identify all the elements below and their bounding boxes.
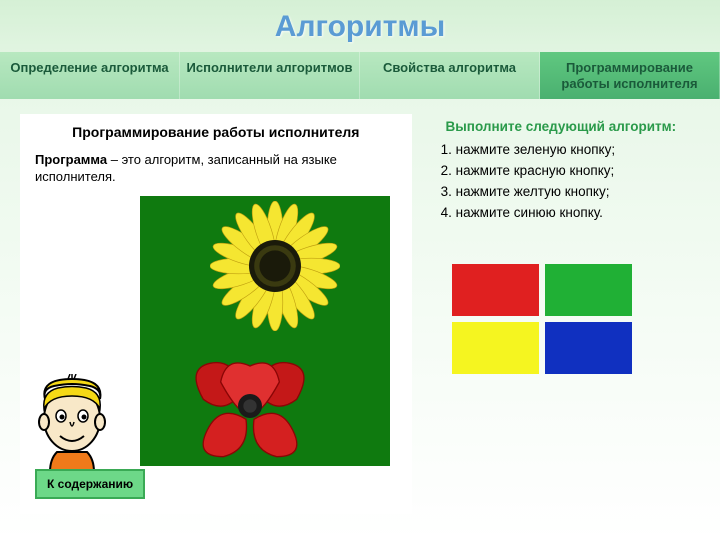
nav-item-programming[interactable]: Программирование работы исполнителя: [540, 52, 720, 99]
poppy-icon: [180, 346, 320, 466]
step-3: нажмите желтую кнопку;: [456, 182, 690, 203]
yellow-button[interactable]: [452, 322, 539, 374]
color-button-grid: [452, 264, 632, 374]
step-1: нажмите зеленую кнопку;: [456, 140, 690, 161]
blue-button[interactable]: [545, 322, 632, 374]
term-bold: Программа: [35, 152, 107, 167]
right-column: Выполните следующий алгоритм: нажмите зе…: [432, 114, 700, 514]
nav-item-definition[interactable]: Определение алгоритма: [0, 52, 180, 99]
back-to-contents-button[interactable]: К содержанию: [35, 469, 145, 499]
page-title: Алгоритмы: [0, 0, 720, 44]
algorithm-steps: нажмите зеленую кнопку; нажмите красную …: [432, 140, 690, 224]
nav-bar: Определение алгоритма Исполнители алгори…: [0, 52, 720, 99]
definition-paragraph: Программа – это алгоритм, записанный на …: [35, 152, 397, 186]
instruction-title: Выполните следующий алгоритм:: [432, 119, 690, 134]
green-button[interactable]: [545, 264, 632, 316]
left-column: Программирование работы исполнителя Прог…: [20, 114, 412, 514]
nav-item-performers[interactable]: Исполнители алгоритмов: [180, 52, 360, 99]
section-heading: Программирование работы исполнителя: [35, 124, 397, 140]
step-2: нажмите красную кнопку;: [456, 161, 690, 182]
flower-panel: [140, 196, 390, 466]
boy-face-icon: [30, 374, 115, 479]
step-4: нажмите синюю кнопку.: [456, 203, 690, 224]
content-area: Программирование работы исполнителя Прог…: [0, 99, 720, 529]
sunflower-icon: [210, 201, 340, 331]
nav-item-properties[interactable]: Свойства алгоритма: [360, 52, 540, 99]
red-button[interactable]: [452, 264, 539, 316]
